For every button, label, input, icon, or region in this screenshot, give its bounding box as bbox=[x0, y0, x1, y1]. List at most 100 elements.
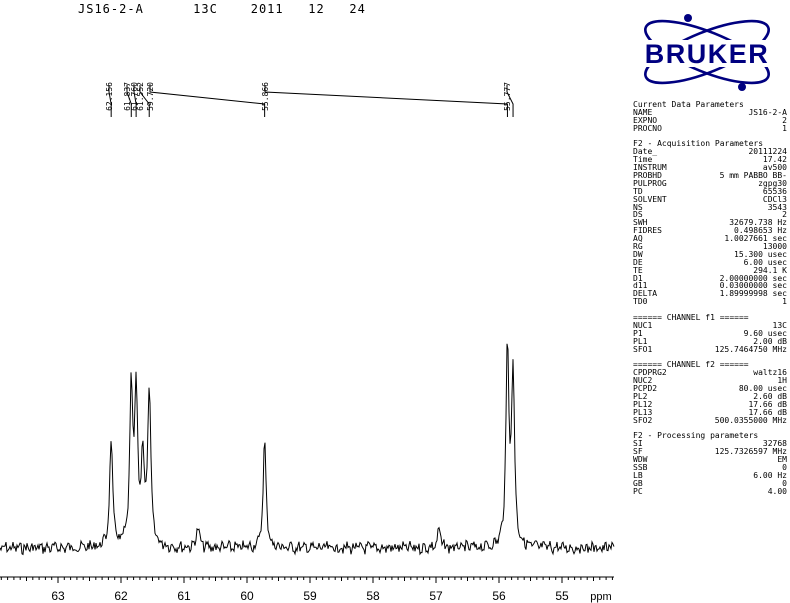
param-row: PROCNO 1 bbox=[633, 123, 787, 133]
bruker-logo-text: BRUKER bbox=[645, 39, 770, 69]
x-axis-label: ppm bbox=[590, 591, 611, 603]
param-value: 1H bbox=[777, 376, 787, 386]
param-value: 2.00000000 sec bbox=[719, 273, 787, 283]
param-value: 125.7464750 MHz bbox=[714, 344, 787, 354]
param-key: TD bbox=[633, 186, 643, 196]
param-row: SWH 32679.738 Hz bbox=[633, 219, 787, 227]
x-tick-label: 58 bbox=[366, 589, 380, 603]
param-key: RG bbox=[633, 242, 643, 252]
param-row: TE 294.1 K bbox=[633, 265, 787, 275]
param-row: PL1 2.00 dB bbox=[633, 336, 787, 346]
param-key: DE bbox=[633, 257, 643, 267]
param-key: SFO1 bbox=[633, 344, 653, 354]
param-value: JS16-2-A bbox=[748, 107, 787, 117]
param-key: CPDPRG2 bbox=[633, 368, 667, 378]
x-tick-label: 60 bbox=[240, 589, 254, 603]
param-row: GB 0 bbox=[633, 479, 787, 488]
param-row: P1 9.60 usec bbox=[633, 328, 787, 338]
param-key: AQ bbox=[633, 234, 643, 244]
param-value: 1 bbox=[782, 297, 787, 307]
param-row: PCPD2 80.00 usec bbox=[633, 385, 787, 393]
param-row: SF 125.7326597 MHz bbox=[633, 448, 787, 456]
param-row: AQ 1.0027661 sec bbox=[633, 235, 787, 243]
param-row: SFO2 500.0355000 MHz bbox=[633, 415, 787, 425]
param-key: D1 bbox=[633, 273, 643, 283]
peak-leader-line bbox=[506, 85, 514, 117]
x-tick-label: 61 bbox=[177, 589, 191, 603]
param-value: CDCl3 bbox=[762, 194, 787, 204]
x-tick-label: 59 bbox=[303, 589, 317, 603]
param-row: INSTRUM av500 bbox=[633, 164, 787, 172]
x-tick-label: 62 bbox=[114, 589, 128, 603]
param-row: RG 13000 bbox=[633, 243, 787, 251]
param-key: PULPROG bbox=[633, 178, 667, 188]
param-row: NAME JS16-2-A bbox=[633, 107, 787, 117]
param-row: PL2 2.60 dB bbox=[633, 393, 787, 401]
spectrum-line bbox=[0, 343, 615, 556]
peak-leader-line bbox=[264, 85, 508, 117]
param-key: NS bbox=[633, 202, 643, 212]
param-key: INSTRUM bbox=[633, 163, 667, 173]
peak-leader-line bbox=[133, 85, 137, 117]
param-value: 6.00 Hz bbox=[753, 470, 787, 480]
acquisition-parameters-panel: Current Data Parameters NAME JS16-2-A EXP… bbox=[633, 101, 787, 496]
param-key: PROBHD bbox=[633, 171, 662, 181]
param-row: DELTA 1.89999998 sec bbox=[633, 290, 787, 298]
param-value: 20111224 bbox=[748, 147, 787, 157]
param-value: 17.66 dB bbox=[748, 399, 787, 409]
param-key: SWH bbox=[633, 218, 648, 228]
param-row: PULPROG zgpg30 bbox=[633, 178, 787, 188]
param-key: SI bbox=[633, 439, 643, 449]
param-value: 4.00 bbox=[767, 486, 787, 496]
param-value: 2 bbox=[782, 115, 787, 125]
section-title-channel-f1: ====== CHANNEL f1 ====== bbox=[633, 313, 749, 323]
x-tick-label: 63 bbox=[51, 589, 65, 603]
param-row: FIDRES 0.498653 Hz bbox=[633, 227, 787, 235]
param-key: EXPNO bbox=[633, 115, 658, 125]
param-key: PROCNO bbox=[633, 123, 662, 133]
param-key: PL13 bbox=[633, 407, 653, 417]
param-key: NAME bbox=[633, 107, 653, 117]
param-key: TE bbox=[633, 265, 643, 275]
param-key: SFO2 bbox=[633, 415, 653, 425]
param-key: PCPD2 bbox=[633, 384, 658, 394]
param-value: 0.03000000 sec bbox=[719, 281, 787, 291]
param-value: 5 mm PABBO BB- bbox=[719, 171, 787, 181]
param-row: Time 17.42 bbox=[633, 156, 787, 164]
param-value: 0.498653 Hz bbox=[734, 226, 787, 236]
spectrum-trace bbox=[0, 343, 615, 556]
param-value: 500.0355000 MHz bbox=[714, 415, 787, 425]
param-key: NUC2 bbox=[633, 376, 653, 386]
param-value: 13000 bbox=[762, 242, 787, 252]
param-row: DS 2 bbox=[633, 211, 787, 219]
param-key: TD0 bbox=[633, 297, 648, 307]
x-axis: 63 62 61 60 59 58 57 56 55 ppm bbox=[0, 576, 614, 603]
param-row: PC 4.00 bbox=[633, 486, 787, 496]
param-row: D1 2.00000000 sec bbox=[633, 273, 787, 283]
param-value: 2 bbox=[782, 210, 787, 220]
param-value: 2.00 dB bbox=[753, 336, 787, 346]
param-row: PROBHD 5 mm PABBO BB- bbox=[633, 172, 787, 180]
param-row: CPDPRG2 waltz16 bbox=[633, 369, 787, 377]
peak-label: 59.720 bbox=[146, 82, 155, 111]
param-value: 6.00 usec bbox=[743, 257, 787, 267]
param-value: 0 bbox=[782, 462, 787, 472]
x-tick-label: 57 bbox=[429, 589, 443, 603]
peak-label: 61.837 bbox=[123, 82, 132, 111]
param-value: 65536 bbox=[762, 186, 787, 196]
param-row: PL12 17.66 dB bbox=[633, 399, 787, 409]
param-key: PC bbox=[633, 486, 643, 496]
param-key: WDW bbox=[633, 455, 648, 465]
param-value: 1.0027661 sec bbox=[724, 234, 787, 244]
param-key: PL12 bbox=[633, 399, 653, 409]
param-value: 32768 bbox=[762, 439, 787, 449]
param-row: LB 6.00 Hz bbox=[633, 470, 787, 480]
param-key: P1 bbox=[633, 328, 643, 338]
param-key: SF bbox=[633, 447, 643, 457]
x-tick-label: 56 bbox=[492, 589, 506, 603]
param-key: PL1 bbox=[633, 336, 648, 346]
param-key: SSB bbox=[633, 462, 648, 472]
param-key: SOLVENT bbox=[633, 194, 667, 204]
param-key: NUC1 bbox=[633, 320, 653, 330]
